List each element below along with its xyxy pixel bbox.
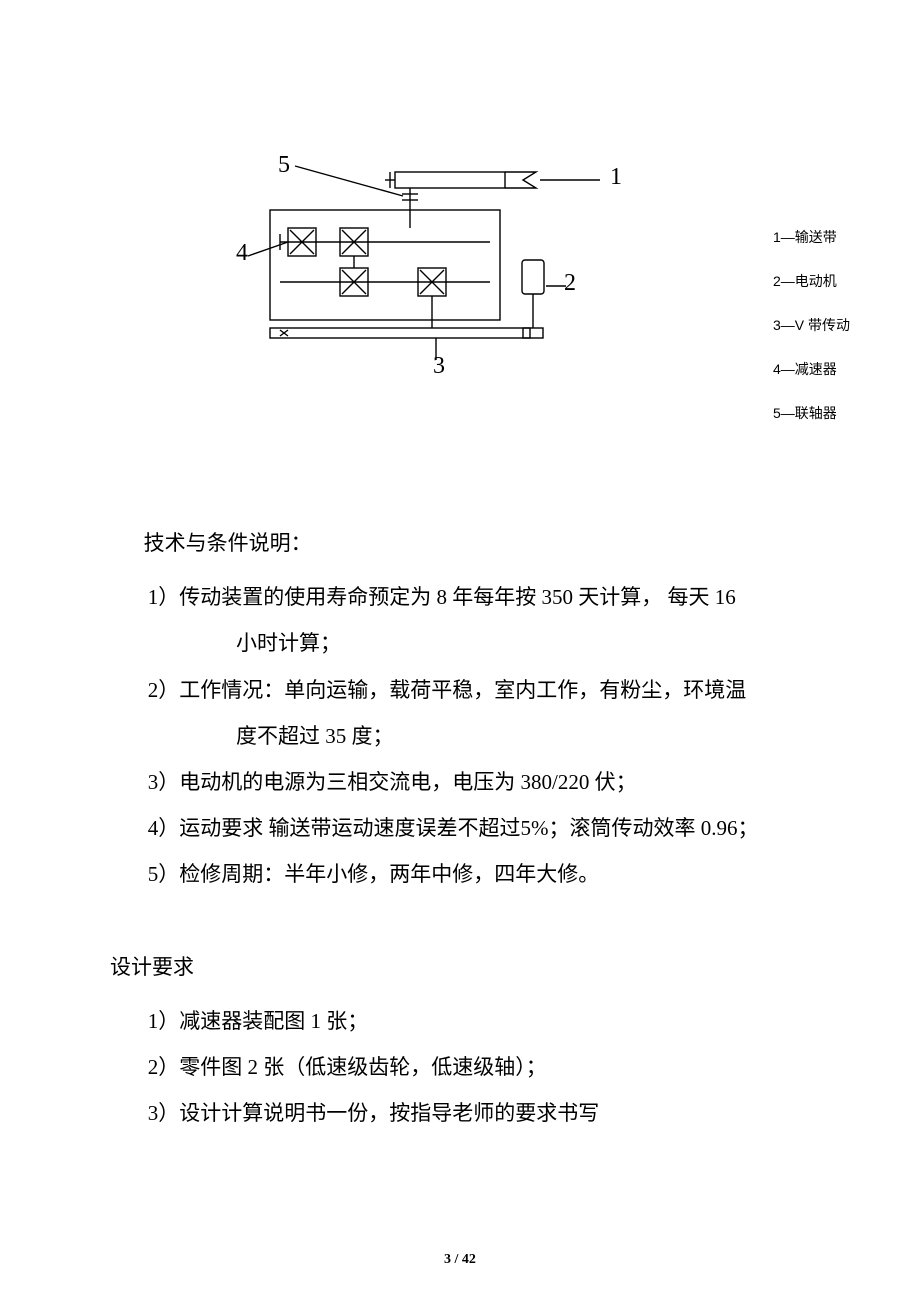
tech-item-2-line2: 度不超过 35 度； — [192, 713, 810, 759]
req-item-2: 2）零件图 2 张（低速级齿轮，低速级轴）； — [148, 1044, 810, 1090]
figure-legend: 1—输送带 2—电动机 3—V 带传动 4—减速器 5—联轴器 — [773, 215, 850, 435]
tech-item-1-line1: 1）传动装置的使用寿命预定为 8 年每年按 350 天计算， 每天 16 — [148, 585, 736, 609]
tech-item-1-line2: 小时计算； — [192, 620, 810, 666]
req-item-3: 3）设计计算说明书一份，按指导老师的要求书写 — [148, 1090, 810, 1136]
design-req-heading: 设计要求 — [110, 944, 810, 990]
tech-item-3: 3）电动机的电源为三相交流电，电压为 380/220 伏； — [148, 759, 810, 805]
tech-item-4: 4）运动要求 输送带运动速度误差不超过5%；滚筒传动效率 0.96； — [148, 805, 810, 851]
page-number: 3 / 42 — [0, 1252, 920, 1268]
legend-item-3: 3—V 带传动 — [773, 303, 850, 347]
legend-item-4: 4—减速器 — [773, 347, 850, 391]
page: 1 2 3 4 5 — [0, 0, 920, 1302]
legend-item-2: 2—电动机 — [773, 259, 850, 303]
tech-item-2-line1: 2）工作情况：单向运输，载荷平稳，室内工作，有粉尘，环境温 — [148, 678, 747, 702]
body-text: 技术与条件说明： 1）传动装置的使用寿命预定为 8 年每年按 350 天计算， … — [110, 520, 810, 1136]
req-item-1: 1）减速器装配图 1 张； — [148, 998, 810, 1044]
tech-item-2: 2）工作情况：单向运输，载荷平稳，室内工作，有粉尘，环境温 度不超过 35 度； — [148, 667, 810, 759]
legend-item-5: 5—联轴器 — [773, 391, 850, 435]
tech-item-1: 1）传动装置的使用寿命预定为 8 年每年按 350 天计算， 每天 16 小时计… — [148, 574, 810, 666]
schematic-diagram — [240, 160, 620, 380]
tech-item-5: 5）检修周期：半年小修，两年中修，四年大修。 — [148, 851, 810, 897]
tech-conditions-heading: 技术与条件说明： — [144, 520, 810, 566]
legend-item-1: 1—输送带 — [773, 215, 850, 259]
figure-zone: 1 2 3 4 5 — [110, 60, 810, 400]
